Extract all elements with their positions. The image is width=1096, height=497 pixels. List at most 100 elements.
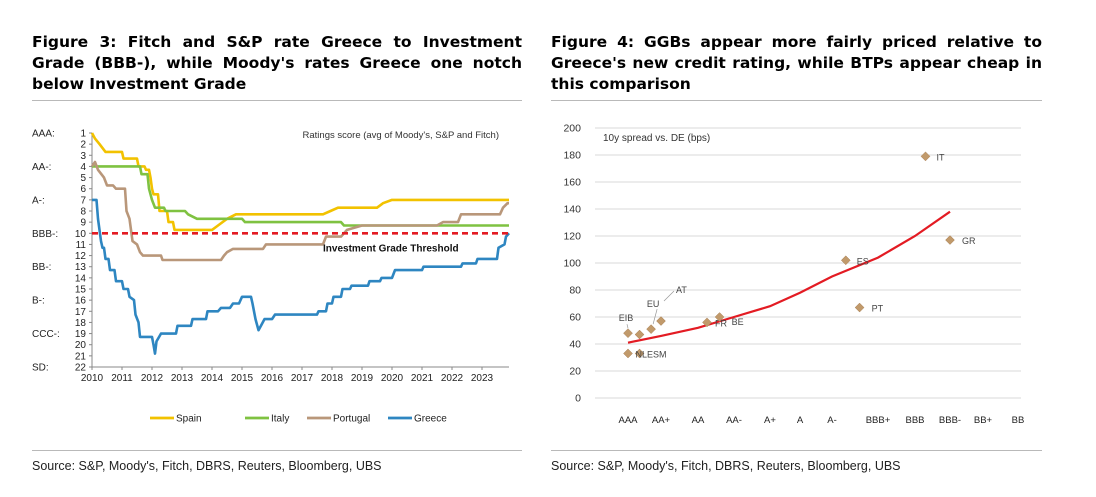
chart-title: 10y spread vs. DE (bps) <box>603 133 710 144</box>
y-tick-label: 14 <box>75 273 87 284</box>
x-tick-label: 2021 <box>411 373 434 384</box>
figure-3-source: Source: S&P, Moody's, Fitch, DBRS, Reute… <box>32 459 382 473</box>
point-label-es: ES <box>857 256 869 266</box>
x-tick-label: 2017 <box>291 373 314 384</box>
point-label-eib: EIB <box>619 313 634 323</box>
x-tick-label: 2010 <box>81 373 104 384</box>
y-tick-label: 20 <box>75 340 87 351</box>
rating-label: B-: <box>32 296 45 307</box>
x-tick-label: 2016 <box>261 373 284 384</box>
chart-title: Ratings score (avg of Moody's, S&P and F… <box>303 130 499 141</box>
x-tick-label: 2018 <box>321 373 344 384</box>
point-label-it: IT <box>937 152 946 162</box>
point-label-at: AT <box>676 285 687 295</box>
rating-label: SD: <box>32 363 49 374</box>
x-tick-label: 2014 <box>201 373 224 384</box>
ratings-line-chart: Ratings score (avg of Moody's, S&P and F… <box>32 129 510 425</box>
rating-label: BB-: <box>32 262 51 273</box>
x-category-label: A- <box>827 415 837 426</box>
figure-3-title: Figure 3: Fitch and S&P rate Greece to I… <box>32 33 522 93</box>
y-tick-label: 5 <box>80 173 86 184</box>
figure-4-panel: Figure 4: GGBs appear more fairly priced… <box>551 0 1042 497</box>
x-category-label: AA <box>692 415 705 426</box>
y-tick-label: 80 <box>569 285 581 297</box>
data-point <box>634 329 645 340</box>
figure-4-source: Source: S&P, Moody's, Fitch, DBRS, Reute… <box>551 459 901 473</box>
y-tick-label: 21 <box>75 351 87 362</box>
x-tick-label: 2020 <box>381 373 404 384</box>
y-tick-label: 1 <box>80 129 86 140</box>
trend-curve <box>627 210 951 344</box>
rating-label: AA-: <box>32 162 51 173</box>
data-point <box>623 328 633 339</box>
x-category-label: BBB <box>905 415 924 426</box>
y-tick-label: 17 <box>75 307 87 318</box>
data-point <box>646 324 656 335</box>
rating-label: BBB-: <box>32 229 58 240</box>
leader-line-eu <box>652 309 658 325</box>
x-category-label: BBB+ <box>866 415 891 426</box>
figure-4-title: Figure 4: GGBs appear more fairly priced… <box>551 33 1042 93</box>
y-tick-label: 120 <box>563 231 581 243</box>
y-tick-label: 19 <box>75 329 87 340</box>
data-point <box>840 255 851 266</box>
y-tick-label: 8 <box>80 207 86 218</box>
x-tick-label: 2023 <box>471 373 494 384</box>
y-tick-label: 11 <box>76 240 87 251</box>
point-label-pt: PT <box>872 304 884 314</box>
x-category-label: BB <box>1012 415 1025 426</box>
y-tick-label: 40 <box>569 339 581 351</box>
y-tick-label: 9 <box>80 218 86 229</box>
rating-label: A-: <box>32 195 45 206</box>
data-point <box>623 348 633 359</box>
point-label-eu: EU <box>647 299 660 309</box>
y-tick-label: 18 <box>75 318 87 329</box>
x-category-label: A <box>797 415 804 426</box>
x-category-label: A+ <box>764 415 776 426</box>
leader-line-at <box>663 290 675 302</box>
leader-line-eib <box>626 324 629 329</box>
y-tick-label: 7 <box>80 195 86 206</box>
x-category-label: AA- <box>726 415 742 426</box>
y-tick-label: 15 <box>75 285 87 296</box>
rating-label: AAA: <box>32 129 55 140</box>
threshold-label: Investment Grade Threshold <box>323 243 459 254</box>
y-tick-label: 100 <box>563 258 581 270</box>
y-tick-label: 160 <box>563 177 581 189</box>
y-tick-label: 13 <box>75 262 87 273</box>
data-point <box>854 302 865 313</box>
point-label-gr: GR <box>962 236 976 246</box>
figure-4-top-rule <box>551 100 1042 101</box>
y-tick-label: 22 <box>75 363 87 374</box>
point-label-fr: FR <box>715 318 727 328</box>
x-tick-label: 2019 <box>351 373 374 384</box>
series-line-greece <box>92 198 510 355</box>
y-tick-label: 60 <box>569 312 581 324</box>
legend-label-italy: Italy <box>271 414 289 425</box>
legend-label-portugal: Portugal <box>333 414 370 425</box>
rating-label: CCC-: <box>32 329 60 340</box>
y-tick-label: 20 <box>569 366 581 378</box>
spread-scatter-chart: 0 20 40 60 80 100 120 140 160 180 200 10y spread vs… <box>563 123 1025 427</box>
point-label-be: BE <box>732 317 744 327</box>
x-tick-label: 2022 <box>441 373 464 384</box>
x-tick-label: 2013 <box>171 373 194 384</box>
figure-4-bottom-rule <box>551 450 1042 451</box>
legend-label-greece: Greece <box>414 414 447 425</box>
data-point <box>634 348 645 359</box>
legend-label-spain: Spain <box>176 414 202 425</box>
figure-3-bottom-rule <box>32 450 522 451</box>
y-tick-label: 3 <box>80 151 86 162</box>
y-tick-label: 12 <box>75 251 87 262</box>
x-tick-label: 2012 <box>141 373 164 384</box>
y-tick-label: 0 <box>575 393 581 405</box>
y-tick-label: 10 <box>75 229 87 240</box>
series-line-italy <box>92 165 509 227</box>
data-point <box>945 235 955 245</box>
y-tick-label: 6 <box>80 184 86 195</box>
y-tick-label: 2 <box>80 140 86 151</box>
x-tick-label: 2011 <box>111 373 133 384</box>
figure-3-panel: Figure 3: Fitch and S&P rate Greece to I… <box>32 0 522 497</box>
y-tick-label: 140 <box>563 204 581 216</box>
data-point <box>714 312 725 322</box>
